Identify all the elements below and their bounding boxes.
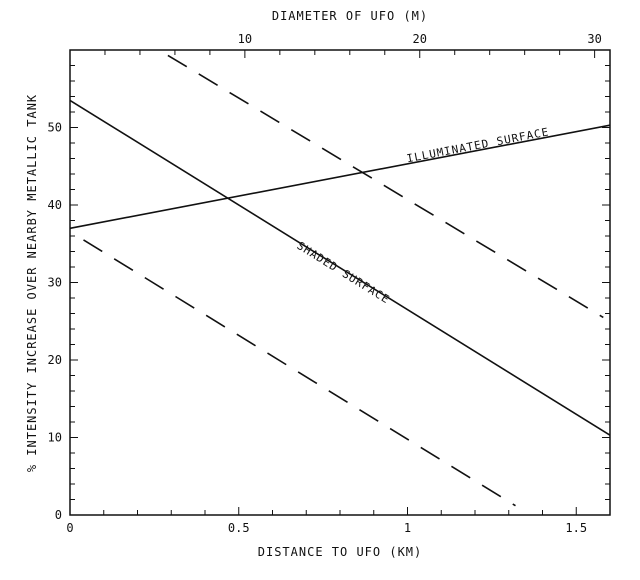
y-tick-label: 40 — [48, 198, 62, 212]
x-tick-label: 0 — [66, 521, 73, 535]
top-tick-label: 30 — [587, 32, 601, 46]
series-annotations: ILLUMINATED SURFACE SHADED SURFACE — [295, 125, 551, 306]
y-tick-label: 30 — [48, 276, 62, 290]
plot-frame — [69, 49, 611, 516]
series-lines — [69, 54, 611, 507]
x-tick-label: 1 — [404, 521, 411, 535]
x-axis-title: DISTANCE TO UFO (KM) — [258, 545, 423, 559]
y-axis-title: % INTENSITY INCREASE OVER NEARBY METALLI… — [25, 94, 39, 472]
y-tick-label: 20 — [48, 353, 62, 367]
series-annotation-label: ILLUMINATED SURFACE — [406, 125, 551, 165]
series-line-1 — [69, 99, 611, 436]
top-tick-labels: 10 20 30 — [238, 32, 602, 46]
dashed-series-line-3 — [83, 239, 516, 507]
top-tick-label: 20 — [413, 32, 427, 46]
series-annotation-label: SHADED SURFACE — [295, 239, 393, 306]
x-tick-label: 1.5 — [565, 521, 587, 535]
y-tick-label: 50 — [48, 121, 62, 135]
y-tick-label: 0 — [55, 508, 62, 522]
top-axis-title: DIAMETER OF UFO (M) — [272, 9, 428, 23]
x-tick-labels: 0 0.5 1 1.5 — [66, 521, 587, 535]
y-tick-labels: 0 10 20 30 40 50 — [48, 121, 62, 523]
top-tick-label: 10 — [238, 32, 252, 46]
dashed-series-line-2 — [167, 54, 604, 319]
series-line-0 — [69, 124, 611, 230]
x-tick-label: 0.5 — [228, 521, 250, 535]
tick-marks — [69, 49, 611, 516]
y-tick-label: 10 — [48, 431, 62, 445]
